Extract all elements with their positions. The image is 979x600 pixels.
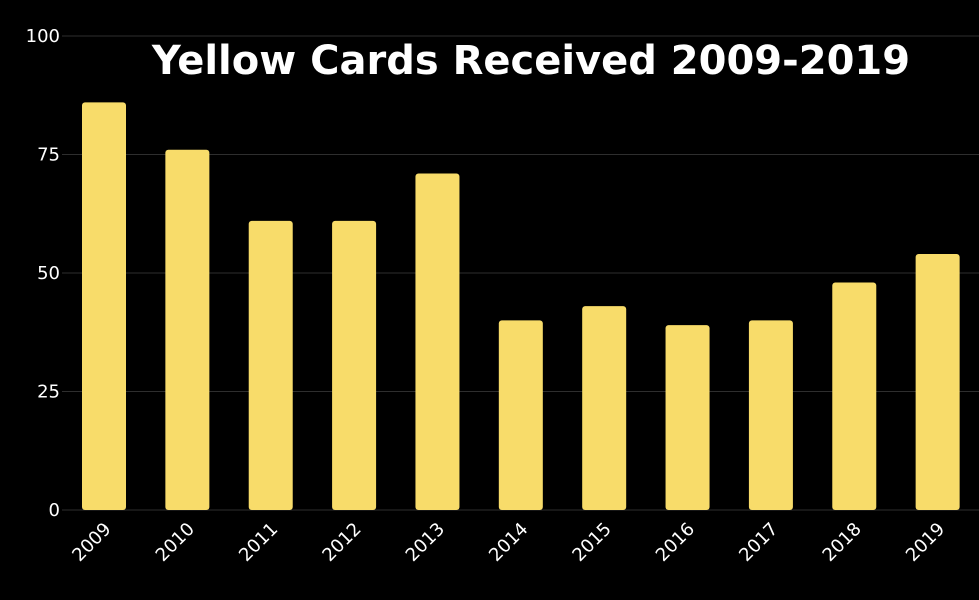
bar-2014 — [498, 320, 543, 510]
gridlines — [62, 35, 979, 511]
x-tick-label: 2019 — [902, 519, 949, 566]
x-tick-label: 2017 — [735, 519, 782, 566]
x-tick-label: 2018 — [819, 519, 866, 566]
y-tick-label: 100 — [26, 26, 60, 47]
y-tick-label: 25 — [37, 382, 60, 403]
x-tick-label: 2014 — [485, 519, 532, 566]
x-tick-label: 2010 — [152, 519, 199, 566]
y-tick-label: 50 — [37, 263, 60, 284]
y-tick-label: 0 — [49, 500, 60, 521]
y-tick-label: 75 — [37, 145, 60, 166]
x-tick-label: 2012 — [318, 519, 365, 566]
bar-2009 — [82, 102, 126, 511]
x-tick-label: 2015 — [568, 519, 615, 566]
bar-2018 — [832, 282, 877, 510]
bar-2015 — [582, 306, 627, 510]
x-axis-ticks: 2009 2010 2011 2012 2013 2014 2015 2016 2017 2018… — [68, 519, 949, 566]
y-axis-ticks: 0 25 50 75 100 — [26, 26, 60, 521]
bar-2013 — [415, 173, 460, 510]
bar-2011 — [248, 220, 293, 511]
bar-2012 — [332, 220, 377, 511]
x-tick-label: 2013 — [402, 519, 449, 566]
bar-2016 — [665, 325, 710, 510]
bars — [82, 102, 960, 511]
x-tick-label: 2016 — [652, 519, 699, 566]
bar-2017 — [748, 320, 793, 510]
x-tick-label: 2009 — [68, 519, 115, 566]
bar-2010 — [165, 149, 210, 510]
x-tick-label: 2011 — [235, 519, 282, 566]
chart-title: Yellow Cards Received 2009-2019 — [151, 38, 910, 84]
bar-2019 — [915, 254, 960, 510]
